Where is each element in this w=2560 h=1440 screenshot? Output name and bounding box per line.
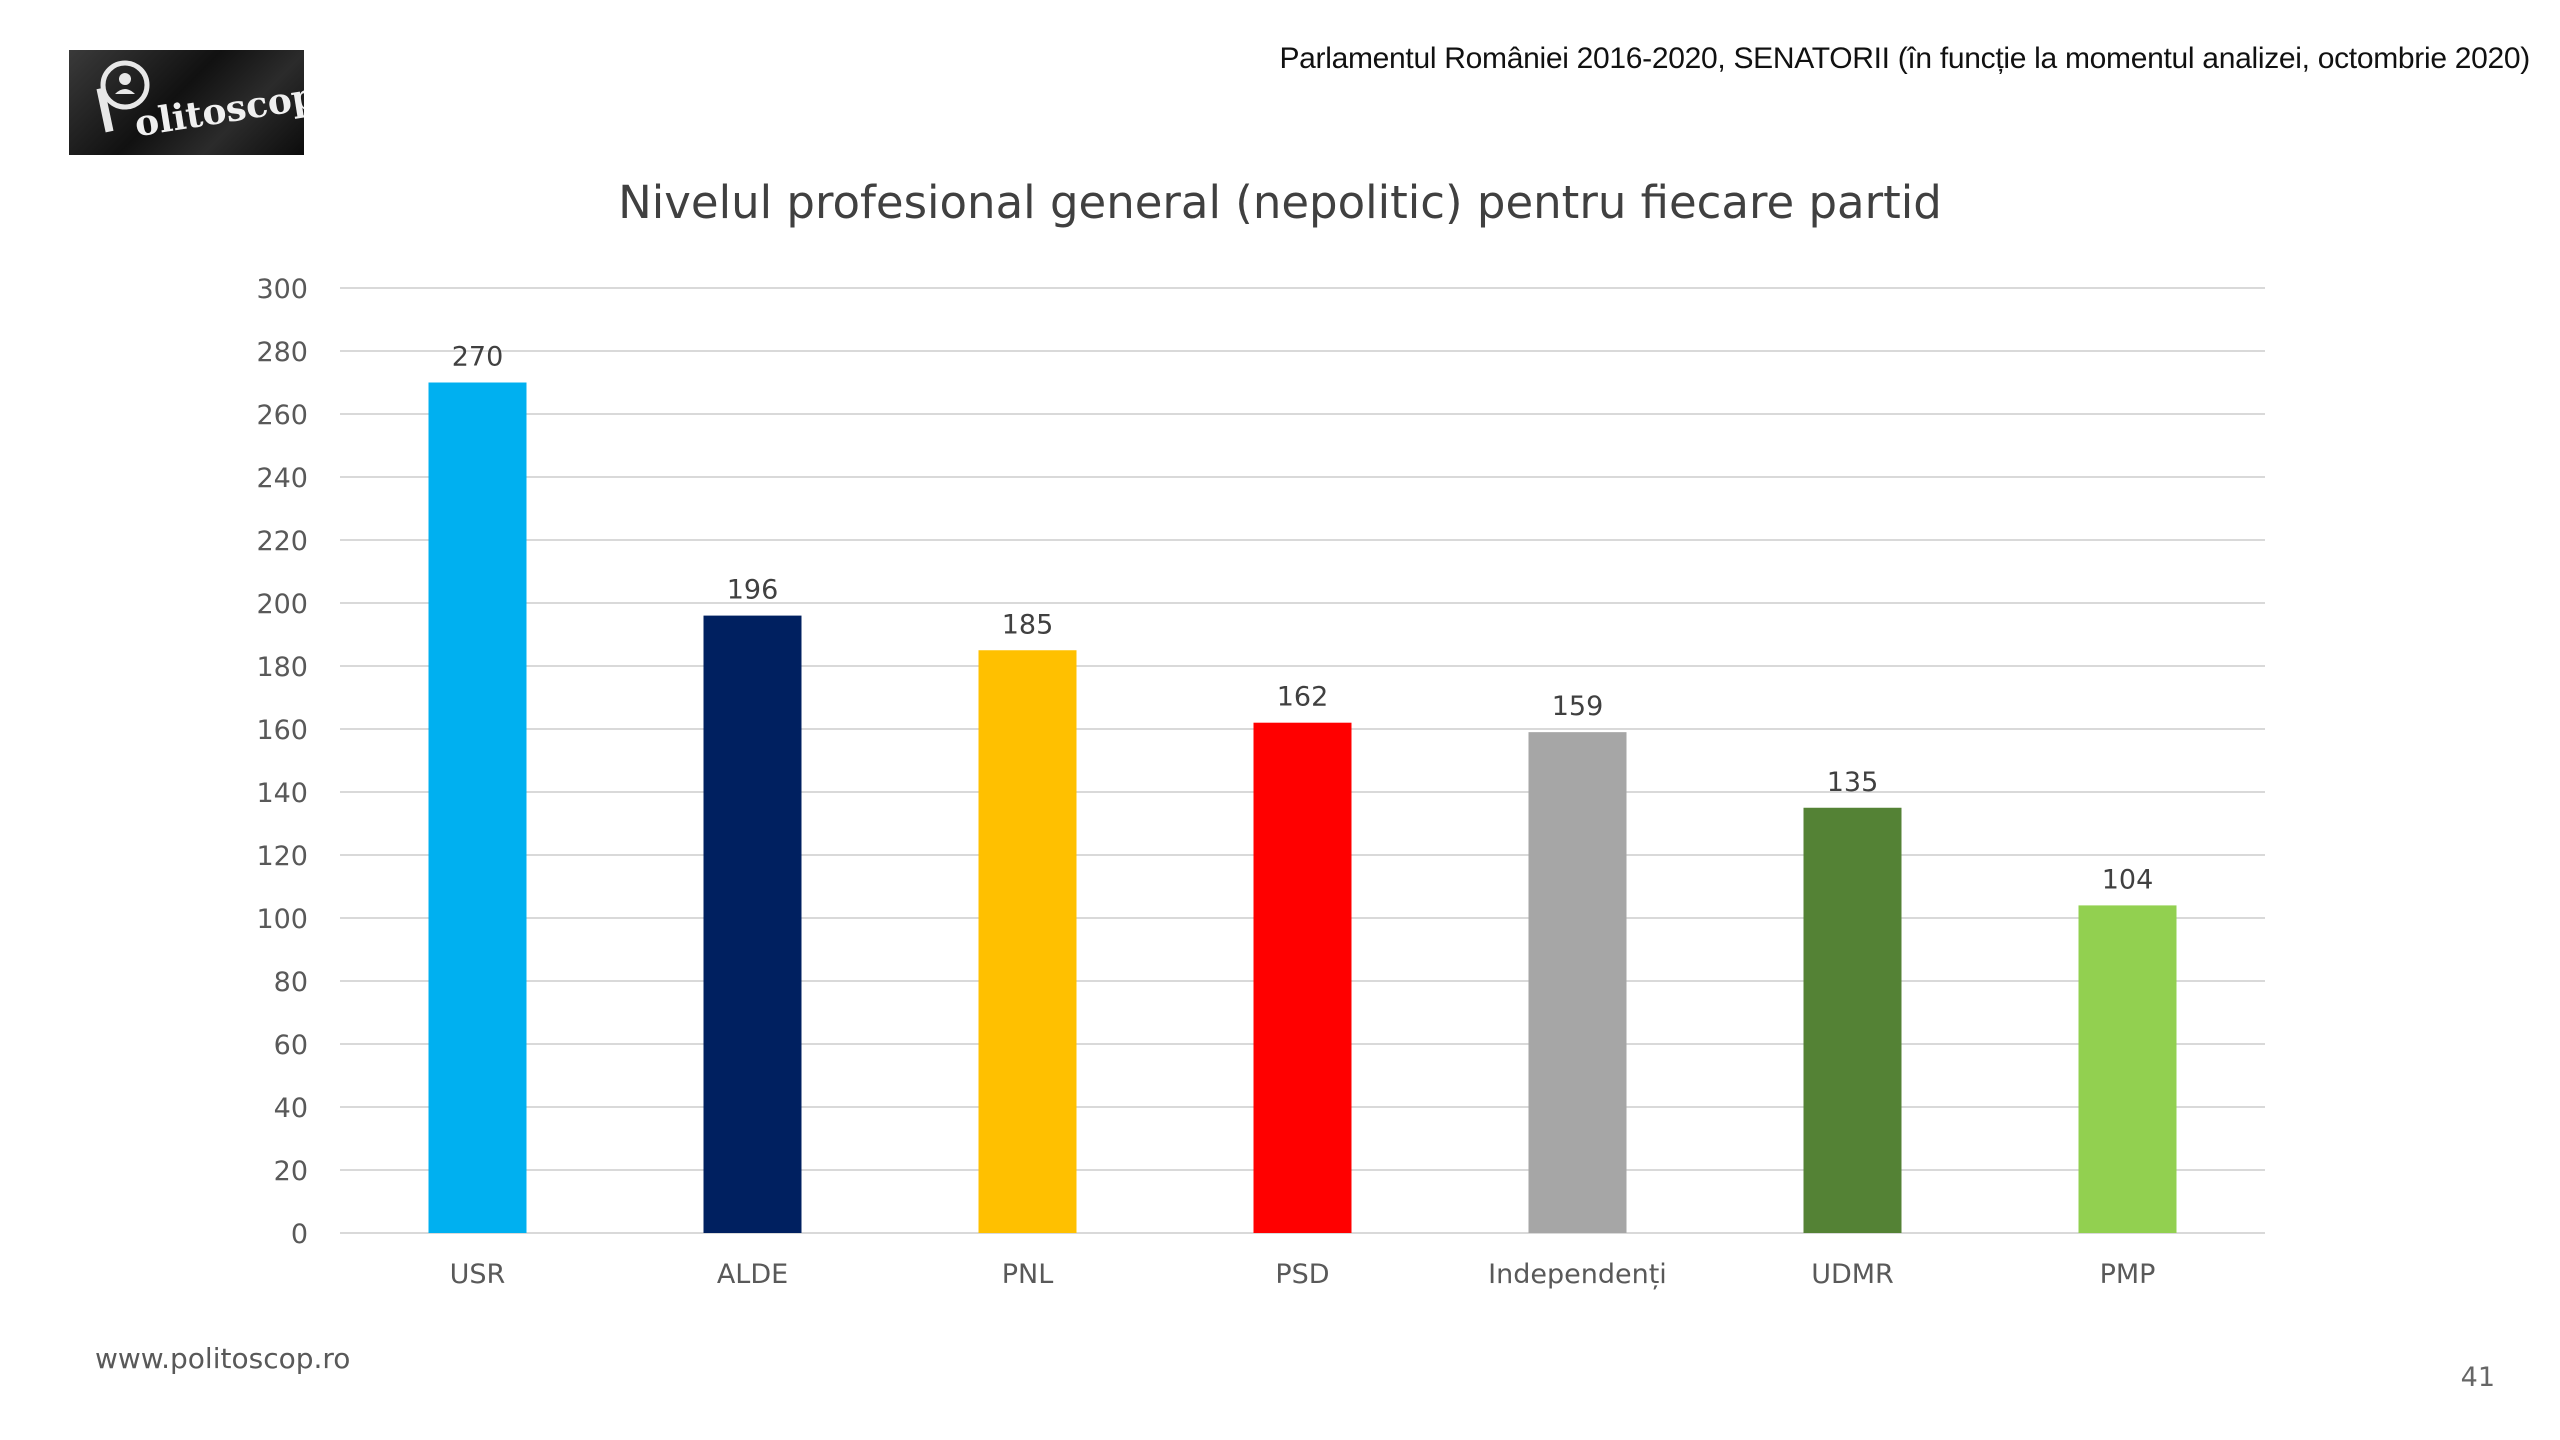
y-tick-label: 200 xyxy=(256,589,308,620)
bar-pmp xyxy=(2078,905,2177,1233)
bars xyxy=(428,382,2177,1233)
bar-psd xyxy=(1253,722,1352,1233)
x-tick-label: PNL xyxy=(1002,1259,1054,1290)
data-label: 104 xyxy=(2102,864,2154,895)
data-label: 159 xyxy=(1552,691,1604,722)
politoscop-logo: olitoscop xyxy=(69,50,304,155)
chart-title: Nivelul profesional general (nepolitic) … xyxy=(618,176,1942,229)
footer-url[interactable]: www.politoscop.ro xyxy=(95,1342,351,1375)
data-labels: 270 196 185 162 159 135 104 xyxy=(452,342,2154,896)
y-tick-label: 100 xyxy=(256,904,308,935)
header-note: Parlamentul României 2016-2020, SENATORI… xyxy=(1279,42,2530,75)
y-tick-label: 140 xyxy=(256,778,308,809)
bar-udmr xyxy=(1803,807,1902,1233)
bar-usr xyxy=(428,382,527,1233)
y-tick-label: 0 xyxy=(291,1219,308,1250)
y-tick-label: 260 xyxy=(256,400,308,431)
y-tick-label: 120 xyxy=(256,841,308,872)
x-tick-label: USR xyxy=(450,1259,506,1290)
y-tick-label: 60 xyxy=(274,1030,308,1061)
y-tick-label: 220 xyxy=(256,526,308,557)
data-label: 270 xyxy=(452,342,504,373)
data-label: 162 xyxy=(1277,682,1329,713)
data-label: 185 xyxy=(1002,609,1054,640)
bar-pnl xyxy=(978,650,1077,1233)
x-tick-label: Independenți xyxy=(1488,1259,1667,1290)
y-tick-label: 180 xyxy=(256,652,308,683)
x-tick-label: PMP xyxy=(2100,1259,2156,1290)
bar-alde xyxy=(703,615,802,1233)
data-label: 135 xyxy=(1827,767,1879,798)
y-tick-label: 40 xyxy=(274,1093,308,1124)
x-tick-label: ALDE xyxy=(717,1259,788,1290)
y-tick-label: 80 xyxy=(274,967,308,998)
bar-independenți xyxy=(1528,732,1627,1233)
y-tick-label: 160 xyxy=(256,715,308,746)
logo-mark: olitoscop xyxy=(96,60,304,145)
x-tick-label: PSD xyxy=(1275,1259,1329,1290)
y-axis-ticks: 0 20 40 60 80 100 120 140 160 180 200 220 240 260 280 3… xyxy=(256,274,308,1250)
y-tick-label: 300 xyxy=(256,274,308,305)
data-label: 196 xyxy=(727,575,779,606)
y-tick-label: 20 xyxy=(274,1156,308,1187)
y-tick-label: 280 xyxy=(256,337,308,368)
page-number: 41 xyxy=(2460,1362,2495,1393)
x-tick-label: UDMR xyxy=(1811,1259,1894,1290)
y-tick-label: 240 xyxy=(256,463,308,494)
x-axis-ticks: USR ALDE PNL PSD Independenți UDMR PMP xyxy=(450,1259,2156,1290)
